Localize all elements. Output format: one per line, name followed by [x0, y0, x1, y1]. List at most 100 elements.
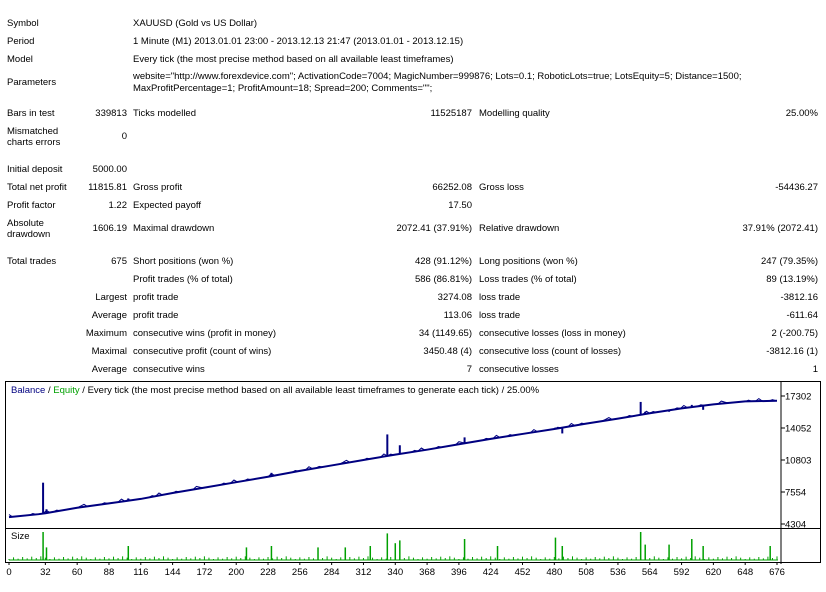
x-tick-label: 256: [292, 567, 308, 578]
y-tick-label: 17302: [785, 392, 811, 403]
x-tick-label: 60: [72, 567, 83, 578]
y-tick-label: 7554: [785, 487, 806, 498]
x-tick-label: 228: [260, 567, 276, 578]
value-max-consec-losses: 2 (-200.75): [771, 328, 818, 339]
x-axis: 0 32 60 88 116 144 172 200 228 256 284 312 340 368 396…: [6, 562, 785, 578]
value-max-consec-wins: 34 (1149.65): [418, 328, 472, 339]
label-largest-profit: profit trade: [133, 292, 179, 303]
equity-line: [8, 397, 777, 518]
label-max-consec-losses: consecutive losses (loss in money): [479, 328, 626, 339]
label-bars-in-test: Bars in test: [7, 108, 55, 119]
chart-legend: Balance / Equity / Every tick (the most …: [11, 385, 539, 397]
x-tick-label: 0: [6, 567, 11, 578]
value-avg-consec-wins: 7: [466, 364, 472, 375]
x-tick-label: 396: [451, 567, 467, 578]
value-maximal-drawdown: 2072.41 (37.91%): [396, 223, 472, 234]
value-symbol: XAUUSD (Gold vs US Dollar): [133, 18, 258, 29]
value-maximal-consec-loss: -3812.16 (1): [766, 346, 818, 357]
value-total-net-profit: 11815.81: [88, 182, 127, 193]
label-profit-trades: Profit trades (% of total): [133, 274, 233, 285]
value-largest-profit: 3274.08: [437, 292, 472, 303]
label-symbol: Symbol: [7, 18, 39, 29]
x-tick-label: 312: [356, 567, 372, 578]
x-tick-label: 536: [610, 567, 626, 578]
value-total-trades: 675: [111, 256, 127, 267]
label-model: Model: [7, 54, 33, 65]
value-gross-profit: 66252.08: [432, 182, 472, 193]
balance-line: [8, 399, 778, 519]
label-largest: Largest: [95, 292, 127, 303]
legend-separator: /: [45, 385, 54, 396]
value-model: Every tick (the most precise method base…: [133, 54, 454, 65]
x-tick-label: 144: [165, 567, 181, 578]
value-relative-drawdown: 37.91% (2072.41): [742, 223, 818, 234]
value-gross-loss: -54436.27: [775, 182, 818, 193]
balance-equity-plot: 17302 14052 10803 7554 4304: [8, 382, 811, 531]
y-tick-label: 14052: [785, 424, 811, 435]
x-tick-label: 648: [737, 567, 753, 578]
x-tick-label: 172: [196, 567, 212, 578]
value-parameters-line1: website="http://www.forexdevice.com"; Ac…: [133, 71, 742, 82]
label-initial-deposit: Initial deposit: [7, 164, 63, 175]
label-mismatched: Mismatched charts errors: [7, 126, 61, 148]
value-modelling-quality: 25.00%: [785, 108, 818, 119]
label-period: Period: [7, 36, 35, 47]
y-tick-label: 10803: [785, 456, 811, 467]
label-relative-drawdown: Relative drawdown: [479, 223, 560, 234]
value-avg-consec-losses: 1: [812, 364, 818, 375]
value-long-positions: 247 (79.35%): [760, 256, 818, 267]
legend-balance: Balance: [11, 385, 46, 396]
value-absolute-drawdown: 1606.19: [92, 223, 127, 234]
label-short-positions: Short positions (won %): [133, 256, 234, 267]
value-profit-trades: 586 (86.81%): [414, 274, 472, 285]
label-maximal-consec-profit: consecutive profit (count of wins): [133, 346, 272, 357]
value-period: 1 Minute (M1) 2013.01.01 23:00 - 2013.12…: [133, 36, 464, 47]
label-parameters: Parameters: [7, 77, 57, 88]
value-average-loss: -611.64: [786, 310, 818, 321]
label-average: Average: [91, 310, 127, 321]
legend-description: / Every tick (the most precise method ba…: [79, 385, 540, 396]
label-maximal: Maximal: [91, 346, 127, 357]
value-loss-trades: 89 (13.19%): [766, 274, 818, 285]
size-label: Size: [11, 531, 30, 542]
value-parameters-line2: MaxProfitPercentage=1; ProfitAmount=18; …: [133, 83, 433, 94]
label-absolute-drawdown: Absolute drawdown: [7, 218, 51, 240]
size-plot: [8, 529, 782, 564]
value-ticks-modelled: 11525187: [430, 108, 472, 119]
x-tick-label: 424: [483, 567, 499, 578]
label-average-consec: Average: [91, 364, 127, 375]
label-modelling-quality: Modelling quality: [479, 108, 550, 119]
x-tick-label: 340: [387, 567, 403, 578]
label-expected-payoff: Expected payoff: [133, 200, 201, 211]
value-largest-loss: -3812.16: [780, 292, 818, 303]
x-tick-label: 452: [515, 567, 531, 578]
value-mismatched: 0: [121, 131, 127, 142]
label-loss-trades: Loss trades (% of total): [479, 274, 577, 285]
label-maximal-drawdown: Maximal drawdown: [133, 223, 215, 234]
x-tick-label: 480: [546, 567, 562, 578]
label-maximal-consec-loss: consecutive loss (count of losses): [479, 346, 622, 357]
x-tick-label: 676: [769, 567, 785, 578]
legend-equity: Equity: [53, 385, 80, 396]
label-max-consec-wins: consecutive wins (profit in money): [133, 328, 277, 339]
label-maximum: Maximum: [85, 328, 127, 339]
value-maximal-consec-profit: 3450.48 (4): [423, 346, 472, 357]
label-ticks-modelled: Ticks modelled: [133, 108, 197, 119]
x-tick-label: 368: [419, 567, 435, 578]
value-initial-deposit: 5000.00: [92, 164, 127, 175]
label-largest-loss: loss trade: [479, 292, 521, 303]
x-tick-label: 592: [674, 567, 690, 578]
x-tick-label: 200: [228, 567, 244, 578]
balance-equity-chart: Balance / Equity / Every tick (the most …: [5, 381, 821, 531]
label-gross-profit: Gross profit: [133, 182, 183, 193]
label-avg-consec-losses: consecutive losses: [479, 364, 559, 375]
x-tick-label: 32: [40, 567, 51, 578]
label-profit-factor: Profit factor: [7, 200, 56, 211]
label-total-net-profit: Total net profit: [7, 182, 67, 193]
value-expected-payoff: 17.50: [448, 200, 472, 211]
label-total-trades: Total trades: [7, 256, 57, 267]
label-long-positions: Long positions (won %): [479, 256, 578, 267]
x-tick-label: 284: [324, 567, 340, 578]
value-bars-in-test: 339813: [95, 108, 127, 119]
value-average-profit: 113.06: [443, 310, 472, 321]
